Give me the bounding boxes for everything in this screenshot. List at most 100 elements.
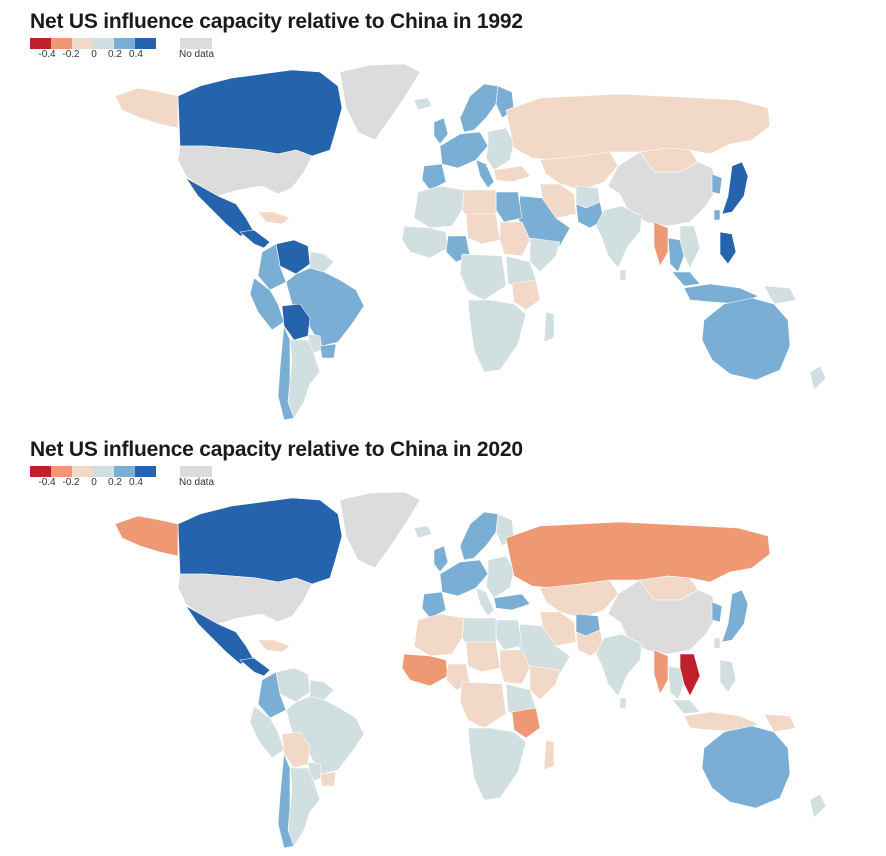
- region-c-africa: [459, 253, 507, 301]
- map-panel-2020: Net US influence capacity relative to Ch…: [0, 428, 886, 856]
- region-scandinavia: [459, 83, 499, 133]
- legend-tick: 0: [91, 49, 97, 60]
- region-egypt: [495, 191, 523, 223]
- region-myanmar: [653, 221, 669, 267]
- legend-swatch-neg4: [30, 466, 51, 477]
- region-turkey: [493, 593, 531, 611]
- region-sri-lanka: [619, 697, 627, 709]
- region-alaska: [114, 515, 179, 557]
- region-n-africa: [413, 185, 465, 229]
- region-russia: [505, 93, 771, 161]
- legend-nodata-label: No data: [179, 477, 215, 488]
- color-legend: -0.4 -0.2 0 0.2 0.4 No data: [30, 466, 250, 496]
- region-chile: [277, 325, 295, 421]
- region-new-zealand: [809, 793, 827, 819]
- region-guianas: [309, 251, 335, 273]
- region-uruguay: [319, 771, 337, 787]
- region-sudan: [499, 221, 531, 257]
- legend-swatch-pos4: [135, 38, 156, 49]
- region-tanzania: [511, 279, 541, 311]
- region-e-europe: [485, 127, 515, 171]
- region-thailand: [667, 237, 685, 273]
- region-iceland: [413, 97, 433, 111]
- region-japan: [721, 161, 749, 215]
- region-sri-lanka: [619, 269, 627, 281]
- region-madagascar: [543, 311, 555, 343]
- region-chile: [277, 753, 295, 849]
- legend-swatch-neg2: [51, 466, 72, 477]
- region-taiwan: [713, 637, 721, 649]
- legend-swatch-pos4: [135, 466, 156, 477]
- legend-tick: 0.4: [129, 477, 143, 488]
- map-panel-1992: Net US influence capacity relative to Ch…: [30, 10, 827, 421]
- region-w-africa: [401, 225, 449, 259]
- color-legend: -0.4 -0.2 0 0.2 0.4 No data: [30, 38, 250, 68]
- legend-swatch-neg1: [72, 38, 93, 49]
- region-italy: [475, 159, 495, 189]
- region-india: [595, 633, 643, 697]
- region-w-europe: [439, 559, 489, 597]
- region-iberia: [421, 163, 447, 191]
- region-argentina: [287, 339, 321, 419]
- legend-swatch-neg2: [51, 38, 72, 49]
- region-canada: [177, 497, 343, 585]
- legend-swatch-zero: [93, 466, 114, 477]
- region-caribbean: [257, 639, 291, 653]
- region-uk: [433, 117, 449, 145]
- region-uk: [433, 545, 449, 573]
- region-japan: [721, 589, 749, 643]
- region-w-europe: [439, 131, 489, 169]
- legend-tick: 0.2: [108, 49, 122, 60]
- region-peru: [249, 705, 285, 759]
- region-w-africa: [401, 653, 449, 687]
- region-malaysia: [671, 699, 701, 715]
- region-australia: [701, 297, 791, 381]
- legend-tick: 0.4: [129, 49, 143, 60]
- region-taiwan: [713, 209, 721, 221]
- legend-tick: 0: [91, 477, 97, 488]
- region-alaska: [114, 87, 179, 129]
- legend-swatch-neg4: [30, 38, 51, 49]
- legend-swatch-pos2: [114, 38, 135, 49]
- map-title: Net US influence capacity relative to Ch…: [30, 10, 523, 33]
- region-iberia: [421, 591, 447, 619]
- region-uruguay: [319, 343, 337, 359]
- region-peru: [249, 277, 285, 331]
- legend-tick: 0.2: [108, 477, 122, 488]
- region-china: [607, 151, 719, 227]
- region-canada: [177, 69, 343, 157]
- region-scandinavia: [459, 511, 499, 561]
- region-horn: [529, 237, 561, 273]
- region-c-africa: [459, 681, 507, 729]
- legend-tick: -0.2: [62, 49, 80, 60]
- legend-nodata-label: No data: [179, 49, 215, 60]
- region-iceland: [413, 525, 433, 539]
- region-china: [607, 579, 719, 655]
- region-philippines: [719, 231, 737, 265]
- region-central-america: [239, 657, 271, 677]
- world-choropleth-map: [114, 491, 827, 849]
- region-australia: [701, 725, 791, 809]
- region-russia: [505, 521, 771, 589]
- region-philippines: [719, 659, 737, 693]
- region-s-africa: [467, 727, 527, 801]
- region-central-america: [239, 229, 271, 249]
- region-n-africa: [413, 613, 465, 657]
- legend-tick: -0.2: [62, 477, 80, 488]
- region-tanzania: [511, 707, 541, 739]
- legend-tick: -0.4: [38, 477, 56, 488]
- region-argentina: [287, 767, 321, 847]
- region-png: [763, 713, 797, 733]
- region-india: [595, 205, 643, 269]
- region-png: [763, 285, 797, 305]
- legend-swatch-pos2: [114, 466, 135, 477]
- region-greenland: [339, 63, 421, 141]
- region-myanmar: [653, 649, 669, 695]
- region-italy: [475, 587, 495, 617]
- legend-swatch-nodata: [180, 466, 212, 477]
- region-s-africa: [467, 299, 527, 373]
- legend-swatch-nodata: [180, 38, 212, 49]
- region-new-zealand: [809, 365, 827, 391]
- region-sahel: [465, 213, 501, 245]
- region-e-europe: [485, 555, 515, 599]
